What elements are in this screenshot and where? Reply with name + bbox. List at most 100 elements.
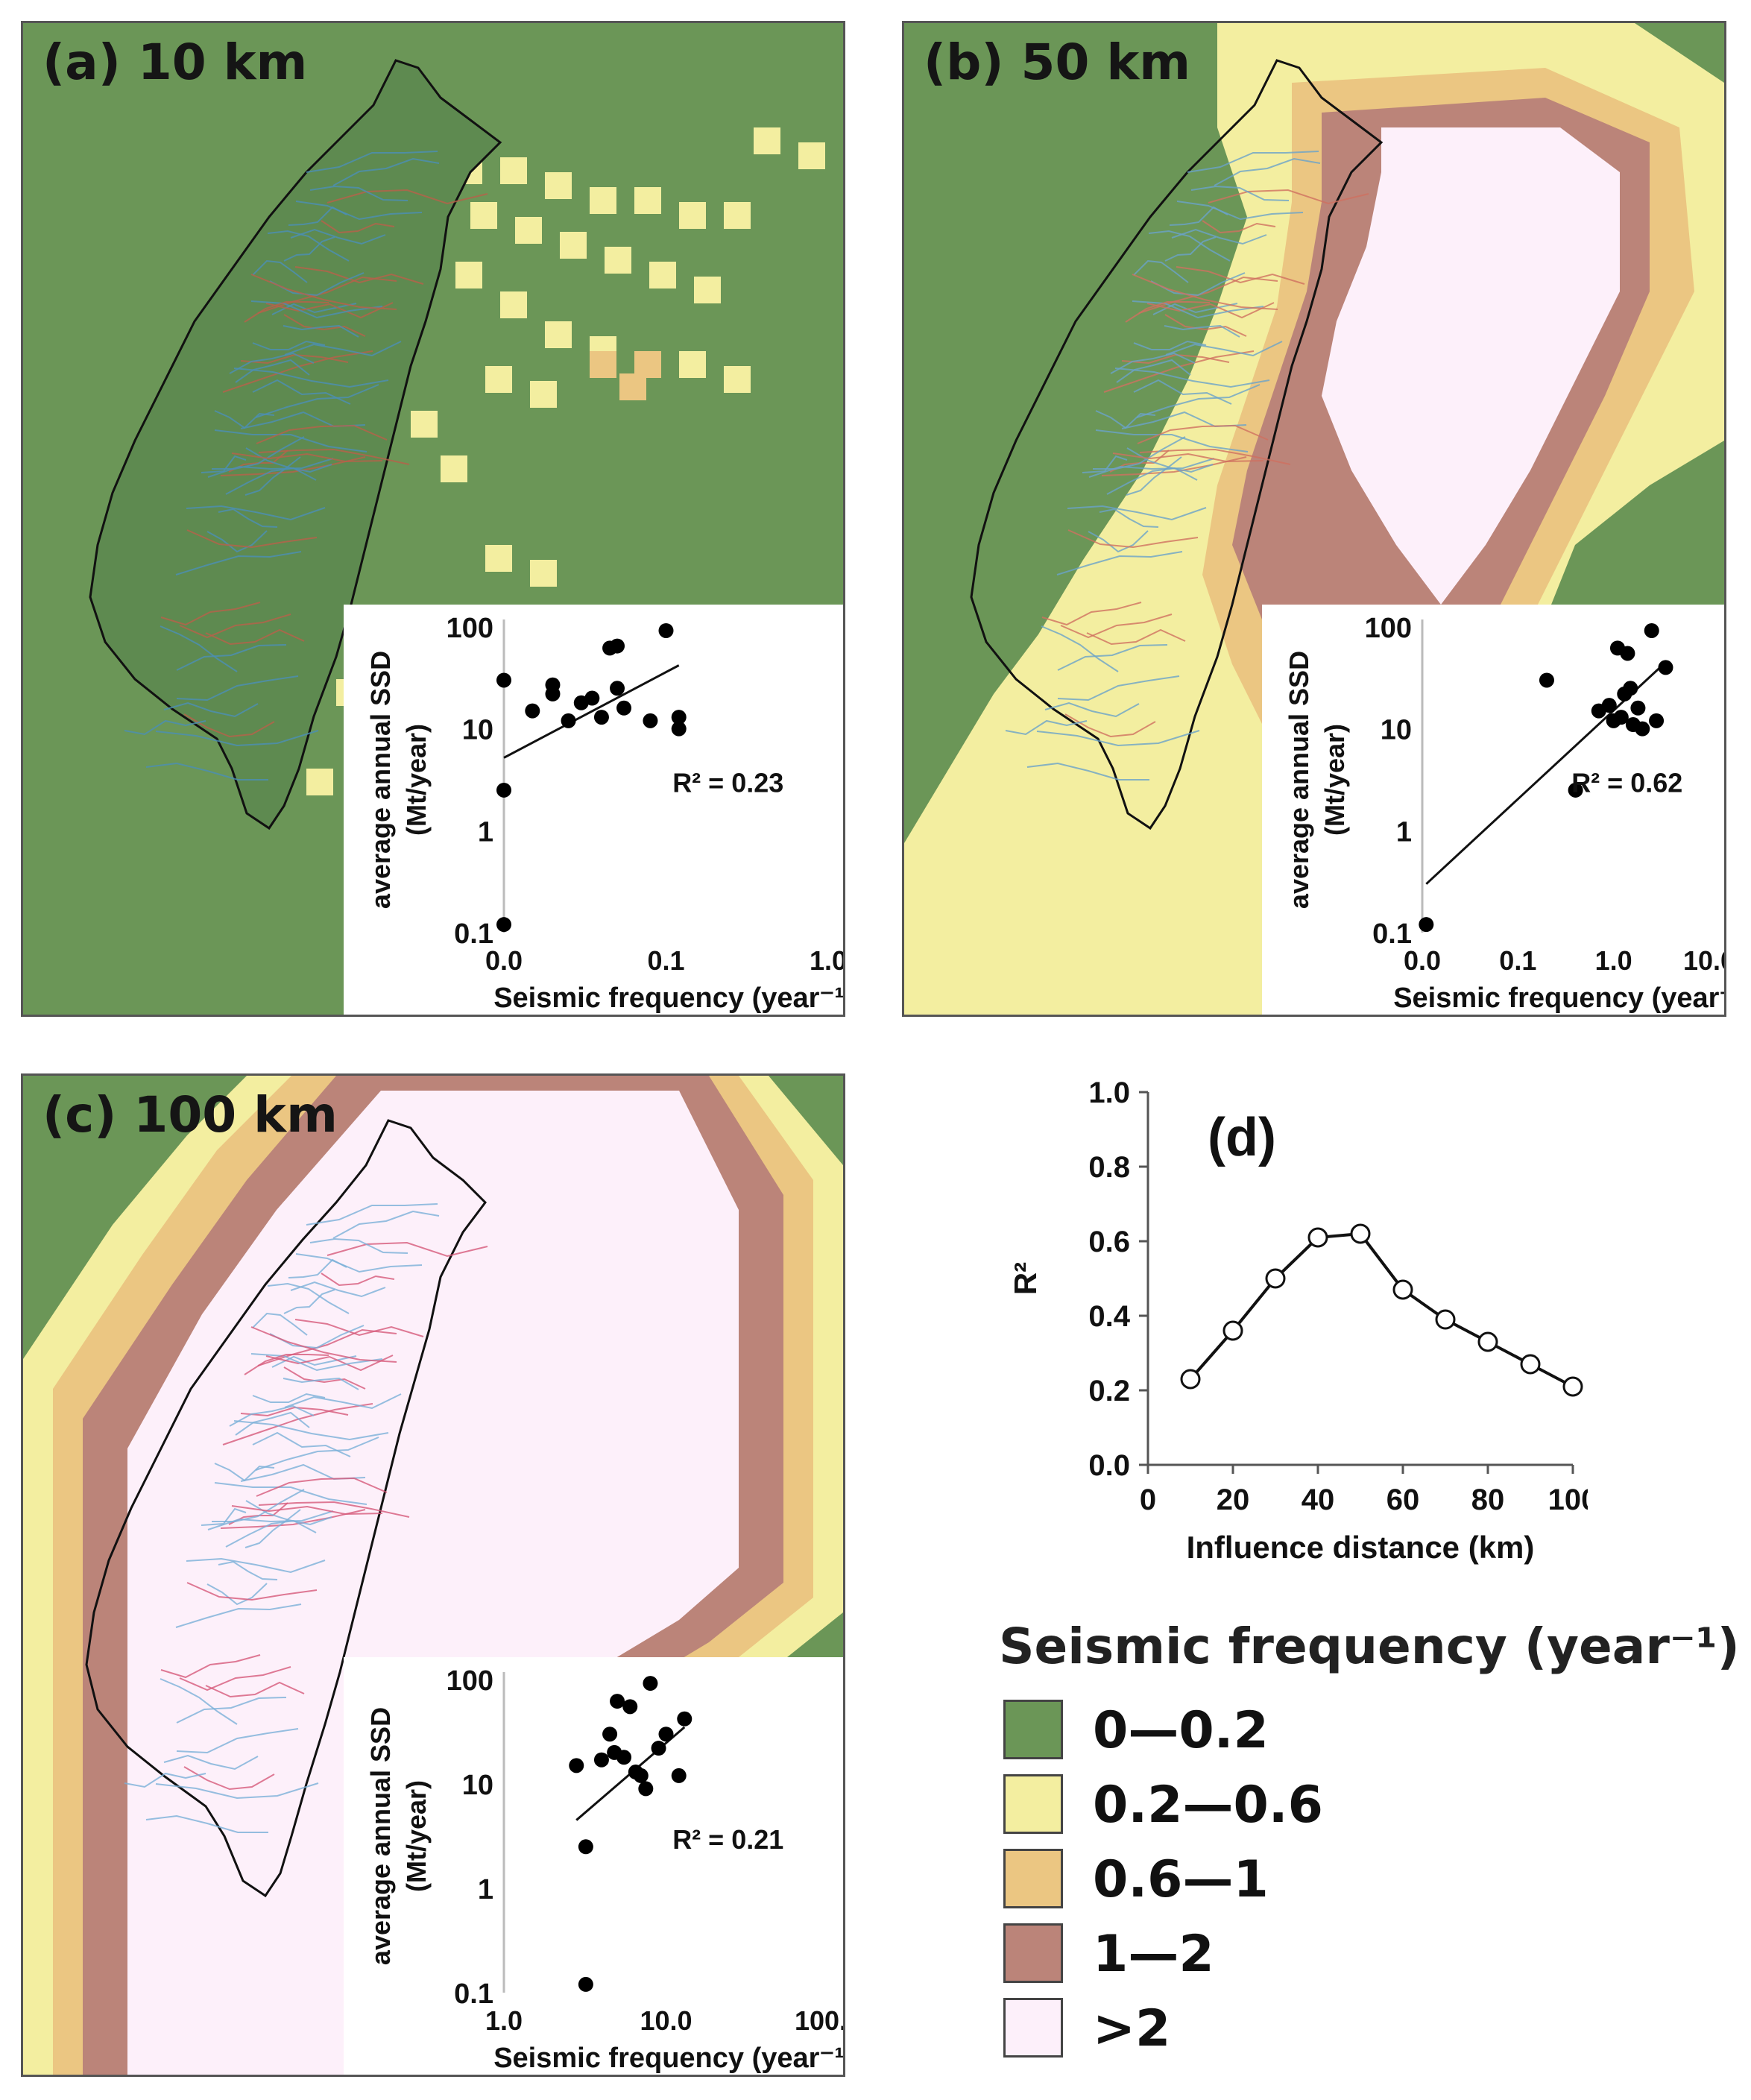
legend-title: Seismic frequency (year⁻¹)	[999, 1618, 1740, 1675]
x-tick-label: 1.0	[810, 945, 843, 976]
river	[326, 189, 488, 205]
river	[222, 1403, 373, 1445]
data-point	[578, 1839, 593, 1855]
river	[244, 456, 301, 496]
river	[1133, 259, 1189, 283]
river	[1169, 206, 1228, 226]
data-point	[1644, 622, 1659, 638]
data-point	[633, 1768, 649, 1783]
data-point	[671, 721, 687, 737]
river	[231, 1505, 383, 1516]
taiwan-outline	[89, 59, 502, 830]
y-tick-label: 0.1	[1372, 918, 1412, 950]
river	[258, 448, 410, 465]
river	[1026, 762, 1149, 781]
y-tick-label: 0.0	[1088, 1449, 1130, 1482]
data-point	[671, 1768, 687, 1783]
river	[229, 352, 315, 374]
grid-cell	[619, 373, 646, 400]
river	[160, 602, 261, 626]
grid-cell	[485, 366, 512, 393]
x-tick-label: 0.1	[647, 945, 684, 976]
grid-zone	[127, 1091, 739, 2075]
river	[1133, 340, 1207, 350]
legend-label: >2	[1093, 1999, 1171, 2058]
river	[124, 1772, 206, 1788]
river	[145, 1814, 268, 1833]
river	[1110, 352, 1196, 374]
river	[288, 1258, 347, 1278]
river	[186, 505, 326, 521]
y-tick-label: 0.2	[1088, 1375, 1130, 1407]
river	[207, 458, 334, 478]
river	[265, 1355, 394, 1372]
river	[1093, 436, 1186, 470]
river	[160, 1654, 261, 1679]
y-axis-title-units: (Mt/year)	[401, 724, 432, 836]
scatter-inset-c: 100 10 1 0.11.0 10.0 100.0 Seismic frequency (…	[344, 1657, 843, 2075]
river	[214, 1463, 275, 1482]
data-point	[1613, 710, 1629, 725]
river	[1171, 228, 1267, 245]
grid-cell	[679, 202, 706, 229]
river-network	[124, 151, 488, 781]
legend-swatch	[1003, 1998, 1063, 2058]
data-point	[1623, 681, 1638, 696]
river	[229, 1404, 315, 1427]
x-tick-label: 10.0	[640, 2005, 692, 2036]
river	[176, 1697, 287, 1724]
grid-cell	[724, 202, 751, 229]
river	[1101, 456, 1247, 476]
grid-cell	[649, 262, 676, 288]
river	[284, 341, 402, 357]
x-tick-label: 10.0	[1683, 945, 1724, 976]
river	[1126, 447, 1214, 473]
river	[295, 201, 423, 221]
river	[225, 467, 317, 495]
y-axis-title: average annual SSD	[1284, 651, 1314, 909]
river	[214, 429, 367, 453]
river	[283, 236, 335, 262]
river	[1060, 614, 1173, 639]
y-tick-label: 0.1	[454, 918, 493, 950]
data-point	[651, 1741, 666, 1756]
river	[1067, 505, 1207, 521]
river	[201, 455, 247, 473]
map-panel-c: (c) 100 km 100 10 1 0.11.0 10.0 100.0 Seismic …	[21, 1073, 845, 2077]
y-tick-label: 1.0	[1088, 1076, 1130, 1109]
river	[1146, 302, 1275, 319]
river	[252, 1312, 308, 1336]
data-point	[610, 638, 625, 654]
data-point	[496, 782, 511, 798]
taiwan-outline	[85, 1119, 487, 1898]
river	[290, 228, 386, 245]
river	[256, 1477, 388, 1497]
grid-cell	[470, 202, 497, 229]
data-point	[1601, 698, 1617, 713]
river	[1164, 324, 1240, 338]
data-point	[677, 1711, 692, 1727]
panel-b-title: (b) 50 km	[924, 34, 1191, 91]
river	[1176, 201, 1304, 221]
river	[1133, 379, 1232, 405]
grid-cell	[724, 366, 751, 393]
x-tick-label: 80	[1471, 1483, 1505, 1516]
river	[1103, 350, 1255, 393]
x-tick-label: 0.1	[1499, 945, 1536, 976]
grid-cell	[530, 560, 557, 587]
data-point	[1180, 1369, 1201, 1390]
river	[207, 1510, 334, 1530]
river	[1132, 300, 1264, 319]
river	[1176, 266, 1305, 285]
data-point	[1539, 672, 1554, 688]
grid-cell	[441, 455, 467, 482]
river	[257, 1328, 397, 1366]
river-network	[1005, 151, 1369, 781]
river	[283, 1366, 366, 1390]
x-tick-label: 0	[1140, 1483, 1156, 1516]
y-axis-title-units: (Mt/year)	[1319, 724, 1350, 836]
x-tick-label: 1.0	[485, 2005, 523, 2036]
x-tick-label: 100	[1548, 1483, 1588, 1516]
data-point	[593, 1752, 609, 1768]
data-point	[1265, 1268, 1286, 1289]
